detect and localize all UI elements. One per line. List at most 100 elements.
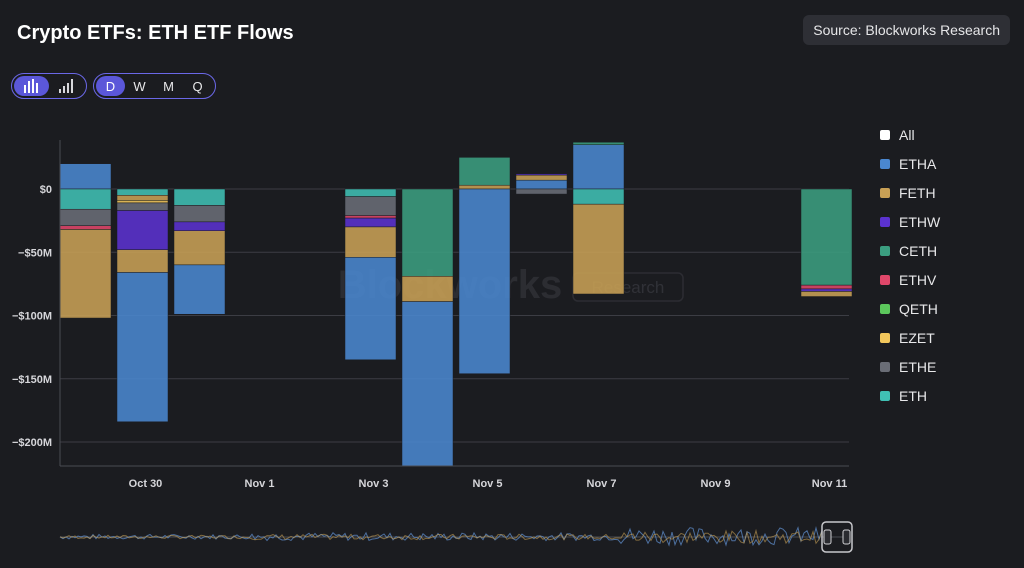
bar-segment-ethe[interactable] [116,202,169,211]
legend-label: ETHV [899,271,937,288]
legend-item-ceth[interactable]: CETH [880,236,940,265]
bar-segment-ethw[interactable] [344,217,397,228]
legend-swatch [880,187,890,198]
x-tick-label: Nov 5 [473,478,503,490]
bar-segment-feth[interactable] [116,195,169,201]
y-tick-label: −$150M [12,374,52,386]
x-tick-label: Nov 11 [812,478,847,490]
legend: All ETHA FETH ETHW CETH ETHV QETH EZET ETHE ETH [880,120,940,410]
bar-segment-ceth[interactable] [401,188,454,277]
legend-item-ethv[interactable]: ETHV [880,265,940,294]
bar-segment-ceth[interactable] [800,188,853,286]
legend-item-all[interactable]: All [880,120,940,149]
bar-segment-ezet[interactable] [116,200,169,204]
watermark: Blockworks Research [338,263,684,307]
legend-label: ETHE [899,358,937,375]
legend-item-ezet[interactable]: EZET [880,323,940,352]
bar-chart-icon[interactable] [14,76,49,96]
x-tick-label: Nov 7 [587,478,617,490]
bar-segment-ethe[interactable] [515,188,568,195]
navigator-left-handle[interactable] [823,529,832,545]
bar-segment-etha[interactable] [344,257,397,361]
legend-label: FETH [899,184,936,201]
legend-swatch [880,361,890,372]
bar-segment-ceth[interactable] [572,141,625,145]
x-tick-label: Oct 30 [129,478,163,490]
y-tick-label: −$50M [18,247,52,259]
bar-segment-ethw[interactable] [515,173,568,176]
source-badge: Source: Blockworks Research [803,15,1010,45]
chart-title: Crypto ETFs: ETH ETF Flows [17,22,294,44]
bar-segment-etha[interactable] [59,163,112,190]
bar-segment-feth[interactable] [344,226,397,258]
bar-segment-eth[interactable] [572,188,625,205]
legend-label: ETHA [899,155,937,172]
legend-label: EZET [899,329,935,346]
legend-label: ETHW [899,213,941,230]
legend-label: All [899,126,915,143]
legend-swatch [880,332,890,343]
legend-swatch [880,303,890,314]
navigator-right-handle[interactable] [842,529,851,545]
bar-segment-etha[interactable] [116,272,169,423]
bar-segment-eth[interactable] [173,188,226,206]
bar-segment-ethe[interactable] [59,208,112,226]
legend-swatch [880,274,890,285]
chart-type-toggle [11,73,87,99]
y-tick-label: $0 [40,184,52,196]
period-month-button[interactable]: M [163,78,174,94]
bar-segment-ethw[interactable] [173,221,226,231]
legend-swatch [880,158,890,169]
navigator-selection[interactable] [821,521,853,553]
legend-label: ETH [899,387,927,404]
legend-item-feth[interactable]: FETH [880,178,940,207]
bar-segment-feth[interactable] [458,184,511,190]
period-week-button[interactable]: W [133,78,146,94]
x-tick-label: Nov 1 [245,478,275,490]
legend-swatch [880,129,890,140]
bar-segment-ethw[interactable] [116,210,169,250]
bar-segment-feth[interactable] [59,229,112,319]
range-navigator[interactable] [59,521,853,553]
legend-swatch [880,390,890,401]
x-tick-label: Nov 3 [359,478,389,490]
bar-segment-eth[interactable] [116,188,169,196]
bar-segment-eth[interactable] [59,188,112,210]
bar-segment-feth[interactable] [116,249,169,273]
bar-segment-feth[interactable] [572,203,625,295]
signal-bars-icon[interactable] [49,76,84,96]
period-toggle: D W M Q [93,73,216,99]
bar-segment-ethw[interactable] [800,288,853,292]
legend-label: CETH [899,242,938,259]
y-tick-label: −$200M [12,437,52,449]
bar-segment-etha[interactable] [572,144,625,190]
watermark-text: Blockworks [338,263,563,307]
bar-segment-ethe[interactable] [344,196,397,216]
legend-label: QETH [899,300,938,317]
bar-segment-etha[interactable] [515,179,568,190]
bar-segment-eth[interactable] [344,188,397,197]
bar-segment-etha[interactable] [401,301,454,467]
legend-swatch [880,245,890,256]
bar-segment-feth[interactable] [173,230,226,266]
legend-item-ethe[interactable]: ETHE [880,352,940,381]
bar-segment-ethv[interactable] [800,284,853,290]
legend-item-qeth[interactable]: QETH [880,294,940,323]
bar-segment-ethv[interactable] [59,225,112,230]
bar-segment-ceth[interactable] [458,157,511,186]
legend-item-eth[interactable]: ETH [880,381,940,410]
legend-item-ethw[interactable]: ETHW [880,207,940,236]
legend-swatch [880,216,890,227]
bar-segment-etha[interactable] [173,264,226,315]
period-day-button[interactable]: D [96,76,125,96]
period-quarter-button[interactable]: Q [192,78,203,94]
y-tick-label: −$100M [12,311,52,323]
legend-item-etha[interactable]: ETHA [880,149,940,178]
bar-segment-feth[interactable] [800,291,853,297]
bar-segment-feth[interactable] [515,174,568,181]
bar-segment-ethe[interactable] [173,205,226,223]
bar-segment-etha[interactable] [458,188,511,374]
watermark-badge-text: Research [592,278,665,297]
bar-segment-ethv[interactable] [344,215,397,219]
bar-segment-feth[interactable] [401,276,454,302]
